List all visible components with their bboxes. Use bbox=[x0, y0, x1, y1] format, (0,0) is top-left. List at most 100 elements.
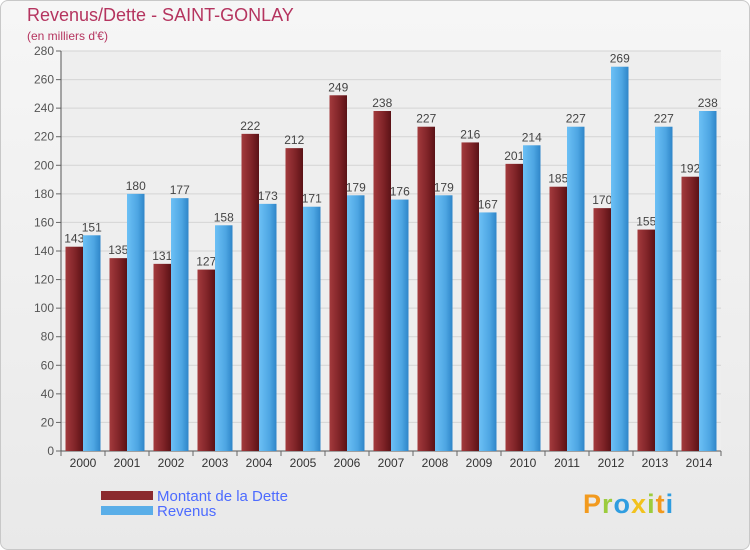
legend-swatch-dette bbox=[101, 491, 153, 500]
bar-dette bbox=[593, 208, 611, 451]
logo-letter: o bbox=[613, 489, 632, 519]
data-label: 171 bbox=[302, 192, 322, 206]
x-tick-label: 2001 bbox=[114, 456, 141, 470]
x-tick-label: 2006 bbox=[334, 456, 361, 470]
data-label: 192 bbox=[680, 162, 700, 176]
y-tick-label: 200 bbox=[34, 158, 54, 172]
bar-dette bbox=[285, 148, 303, 451]
x-tick-label: 2009 bbox=[466, 456, 493, 470]
bar-dette bbox=[329, 95, 347, 452]
data-label: 269 bbox=[610, 52, 630, 66]
bar-revenus bbox=[303, 206, 321, 451]
logo-letter: x bbox=[631, 489, 648, 519]
data-label: 222 bbox=[240, 119, 260, 133]
x-tick-label: 2000 bbox=[70, 456, 97, 470]
y-tick-label: 260 bbox=[34, 73, 54, 87]
y-tick-label: 240 bbox=[34, 101, 54, 115]
bar-dette bbox=[197, 269, 215, 451]
x-tick-label: 2004 bbox=[246, 456, 273, 470]
bar-dette bbox=[109, 258, 127, 451]
data-label: 214 bbox=[522, 130, 542, 144]
legend-label-dette: Montant de la Dette bbox=[157, 488, 288, 505]
y-tick-label: 220 bbox=[34, 130, 54, 144]
x-tick-label: 2007 bbox=[378, 456, 405, 470]
data-label: 227 bbox=[416, 112, 436, 126]
data-label: 173 bbox=[258, 189, 278, 203]
x-tick-label: 2014 bbox=[686, 456, 713, 470]
y-tick-label: 80 bbox=[41, 330, 55, 344]
y-tick-label: 180 bbox=[34, 187, 54, 201]
bar-dette bbox=[681, 176, 699, 451]
bar-dette bbox=[461, 142, 479, 451]
bar-revenus bbox=[523, 145, 541, 452]
data-label: 179 bbox=[434, 180, 454, 194]
bar-revenus bbox=[127, 193, 145, 451]
bar-revenus bbox=[699, 111, 717, 451]
x-tick-label: 2012 bbox=[598, 456, 625, 470]
logo-letter: t bbox=[655, 489, 666, 519]
x-tick-label: 2008 bbox=[422, 456, 449, 470]
y-tick-label: 20 bbox=[41, 415, 55, 429]
legend-label-revenus: Revenus bbox=[157, 503, 217, 520]
chart-title: Revenus/Dette - SAINT-GONLAY bbox=[27, 5, 294, 25]
bar-dette bbox=[417, 126, 435, 451]
y-tick-label: 280 bbox=[34, 44, 54, 58]
bar-revenus bbox=[259, 203, 277, 451]
data-label: 212 bbox=[284, 133, 304, 147]
y-tick-label: 100 bbox=[34, 301, 54, 315]
bar-revenus bbox=[435, 195, 453, 451]
legend-swatch-revenus bbox=[101, 506, 153, 515]
logo-letter: i bbox=[665, 489, 675, 519]
data-label: 185 bbox=[548, 172, 568, 186]
bar-dette bbox=[373, 111, 391, 451]
x-tick-label: 2005 bbox=[290, 456, 317, 470]
data-label: 249 bbox=[328, 80, 348, 94]
data-label: 238 bbox=[372, 96, 392, 110]
bar-dette bbox=[505, 163, 523, 451]
data-label: 158 bbox=[214, 210, 234, 224]
y-tick-label: 60 bbox=[41, 358, 55, 372]
bar-revenus bbox=[83, 235, 101, 451]
bar-revenus bbox=[347, 195, 365, 451]
data-label: 179 bbox=[346, 180, 366, 194]
data-label: 180 bbox=[126, 179, 146, 193]
bar-dette bbox=[65, 246, 83, 451]
x-tick-label: 2011 bbox=[554, 456, 580, 470]
data-label: 238 bbox=[698, 96, 718, 110]
data-label: 135 bbox=[108, 243, 128, 257]
data-label: 216 bbox=[460, 127, 480, 141]
data-label: 131 bbox=[152, 249, 172, 263]
bar-dette bbox=[637, 229, 655, 451]
bar-revenus bbox=[655, 126, 673, 451]
y-tick-label: 0 bbox=[47, 444, 54, 458]
bar-dette bbox=[549, 186, 567, 451]
data-label: 151 bbox=[82, 220, 102, 234]
data-label: 155 bbox=[636, 215, 656, 229]
logo-letter: r bbox=[602, 489, 614, 519]
data-label: 227 bbox=[566, 112, 586, 126]
data-label: 143 bbox=[64, 232, 84, 246]
data-label: 176 bbox=[390, 185, 410, 199]
y-tick-label: 40 bbox=[41, 387, 55, 401]
y-tick-label: 160 bbox=[34, 215, 54, 229]
proxiti-logo: Proxiti bbox=[583, 489, 674, 520]
y-tick-label: 140 bbox=[34, 244, 54, 258]
data-label: 177 bbox=[170, 183, 190, 197]
bar-revenus bbox=[391, 199, 409, 451]
logo-letter: i bbox=[647, 489, 656, 519]
bar-dette bbox=[241, 133, 259, 451]
x-tick-label: 2003 bbox=[202, 456, 229, 470]
chart-subtitle: (en milliers d'€) bbox=[27, 29, 108, 43]
data-label: 167 bbox=[478, 197, 498, 211]
bar-revenus bbox=[479, 212, 497, 451]
y-tick-label: 120 bbox=[34, 273, 54, 287]
data-label: 201 bbox=[504, 149, 524, 163]
data-label: 227 bbox=[654, 112, 674, 126]
bar-revenus bbox=[567, 126, 585, 451]
logo-letter: P bbox=[583, 489, 603, 519]
x-tick-label: 2010 bbox=[510, 456, 537, 470]
bar-dette bbox=[153, 263, 171, 451]
bar-revenus bbox=[215, 225, 233, 451]
